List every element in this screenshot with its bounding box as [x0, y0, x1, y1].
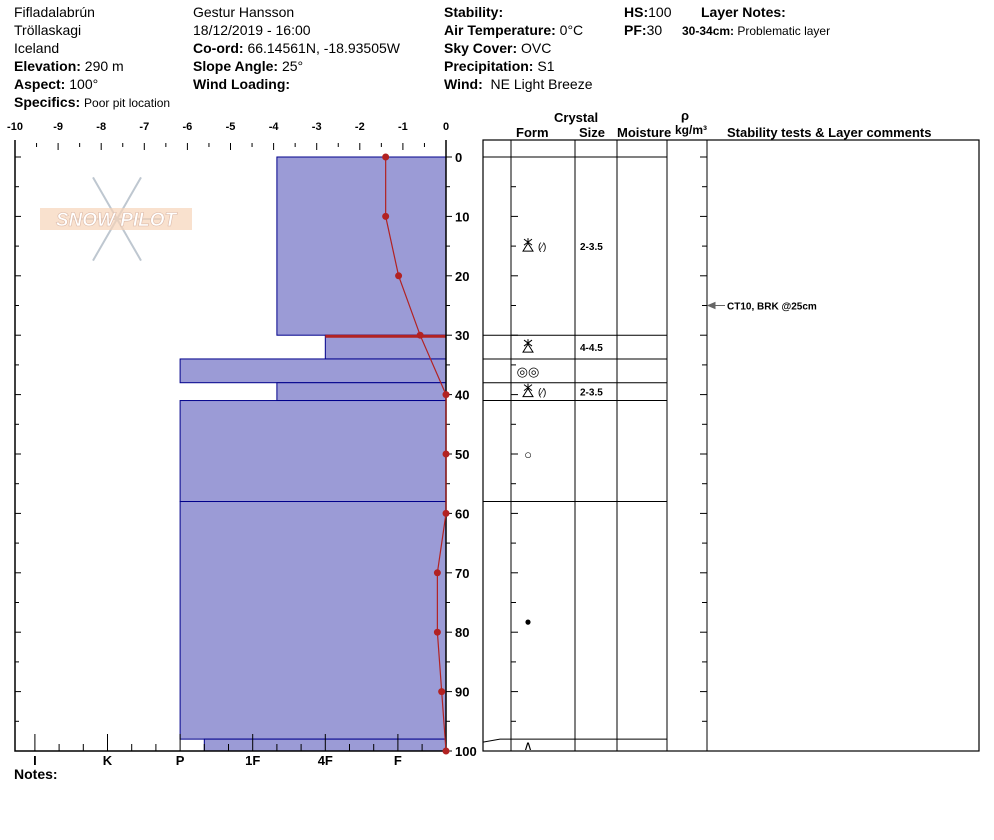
temperature-point — [416, 331, 424, 339]
aspect: Aspect: 100° — [14, 76, 99, 92]
depth-hoar-crystal-icon: ∧ — [523, 738, 533, 753]
header-form: Form — [516, 125, 549, 140]
depth-tick-label: 90 — [455, 685, 469, 700]
notes-label: Notes: — [14, 766, 58, 782]
layer-note: 30-34cm: Problematic layer — [682, 24, 831, 38]
layer-table-row-line — [482, 738, 667, 743]
layer-table-frame — [482, 139, 980, 752]
hs: HS:100 — [624, 4, 672, 20]
header-rho: ρ — [681, 108, 690, 123]
temperature-point — [382, 212, 390, 220]
temperature-tick-label: -5 — [226, 121, 236, 133]
faceted-crystal-icon — [522, 383, 534, 398]
hardness-layer-bar — [179, 400, 447, 503]
rounded-crystal-icon: ○ — [524, 447, 532, 462]
coordinates: Co-ord: 66.14561N, -18.93505W — [193, 40, 400, 56]
observer: Gestur Hansson — [193, 4, 295, 20]
location: Fifladalabrún — [14, 4, 95, 20]
ice-crystal-icon: ● — [524, 614, 531, 628]
depth-tick-label: 70 — [455, 566, 469, 581]
hardness-tick-label: P — [176, 753, 185, 768]
temperature-point — [442, 450, 450, 458]
depth-tick-label: 100 — [455, 744, 477, 759]
crystal-size: 2-3.5 — [580, 388, 603, 399]
hardness-layer-bar — [179, 358, 447, 384]
temperature-point — [382, 153, 390, 161]
temperature-tick-label: 0 — [443, 121, 449, 133]
crystal-size: 2-3.5 — [580, 242, 603, 253]
hardness-tick-label: 1F — [245, 753, 260, 768]
temperature-tick-label: -4 — [269, 121, 280, 133]
hardness-tick-label: 4F — [318, 753, 333, 768]
temperature-tick-label: -2 — [355, 121, 365, 133]
hardness-layer-bar — [276, 156, 447, 336]
temperature-point — [442, 509, 450, 517]
depth-tick-label: 50 — [455, 447, 469, 462]
depth-tick-label: 60 — [455, 506, 469, 521]
pf: PF:30 — [624, 22, 663, 38]
temperature-point — [442, 391, 450, 399]
range: Tröllaskagi — [14, 22, 82, 38]
temperature-tick-label: -8 — [96, 121, 106, 133]
precipitation: Precipitation: S1 — [444, 58, 555, 74]
temperature-point — [395, 272, 403, 280]
depth-tick-label: 30 — [455, 328, 469, 343]
specifics: Specifics: Poor pit location — [14, 94, 171, 110]
header-density-unit: kg/m³ — [675, 123, 708, 137]
temperature-point — [442, 747, 450, 755]
hardness-layer-bar — [179, 501, 447, 740]
elevation: Elevation: 290 m — [14, 58, 124, 74]
temperature-tick-label: -3 — [312, 121, 322, 133]
temperature-point — [438, 688, 446, 696]
header-comments: Stability tests & Layer comments — [727, 125, 932, 140]
temperature-tick-label: -1 — [398, 121, 408, 133]
temperature-tick-label: -7 — [139, 121, 149, 133]
hardness-layer-bar — [324, 334, 447, 360]
crystal-form-modifier: (⁄) — [538, 242, 546, 253]
air-temperature: Air Temperature: 0°C — [444, 22, 584, 38]
faceted-crystal-icon — [522, 339, 534, 353]
stability: Stability: — [444, 4, 504, 20]
depth-tick-label: 40 — [455, 388, 469, 403]
stability-test-arrow-icon — [706, 301, 725, 310]
sky-cover: Sky Cover: OVC — [444, 40, 552, 56]
depth-tick-label: 80 — [455, 625, 469, 640]
temperature-point — [433, 569, 441, 577]
header-moisture: Moisture — [617, 125, 672, 140]
snowpilot-logo: SNOW PILOT — [40, 176, 192, 262]
layer-notes-label: Layer Notes: — [701, 4, 786, 20]
svg-text:SNOW PILOT: SNOW PILOT — [56, 210, 178, 231]
slope-angle: Slope Angle: 25° — [193, 58, 304, 74]
temperature-tick-label: -10 — [7, 121, 23, 133]
header-size: Size — [579, 125, 606, 140]
depth-tick-label: 10 — [455, 209, 469, 224]
country: Iceland — [14, 40, 60, 56]
datetime: 18/12/2019 - 16:00 — [193, 22, 311, 38]
temperature-point — [433, 628, 441, 636]
temperature-tick-label: -9 — [53, 121, 63, 133]
hardness-tick-label: I — [33, 753, 37, 768]
depth-tick-label: 20 — [455, 269, 469, 284]
hardness-layer-bar — [276, 382, 447, 402]
wind: Wind: NE Light Breeze — [444, 76, 593, 92]
hardness-tick-label: K — [103, 753, 113, 768]
wind-loading: Wind Loading: — [193, 76, 291, 92]
temperature-tick-label: -6 — [183, 121, 193, 133]
crystal-size: 4-4.5 — [580, 343, 603, 354]
faceted-crystal-icon — [522, 238, 534, 252]
hardness-tick-label: F — [394, 753, 402, 768]
stability-test-result: CT10, BRK @25cm — [727, 302, 817, 313]
melt-clusters-crystal-icon: ◎◎ — [517, 364, 540, 379]
depth-tick-label: 0 — [455, 150, 462, 165]
crystal-form-modifier: (⁄) — [538, 388, 546, 399]
